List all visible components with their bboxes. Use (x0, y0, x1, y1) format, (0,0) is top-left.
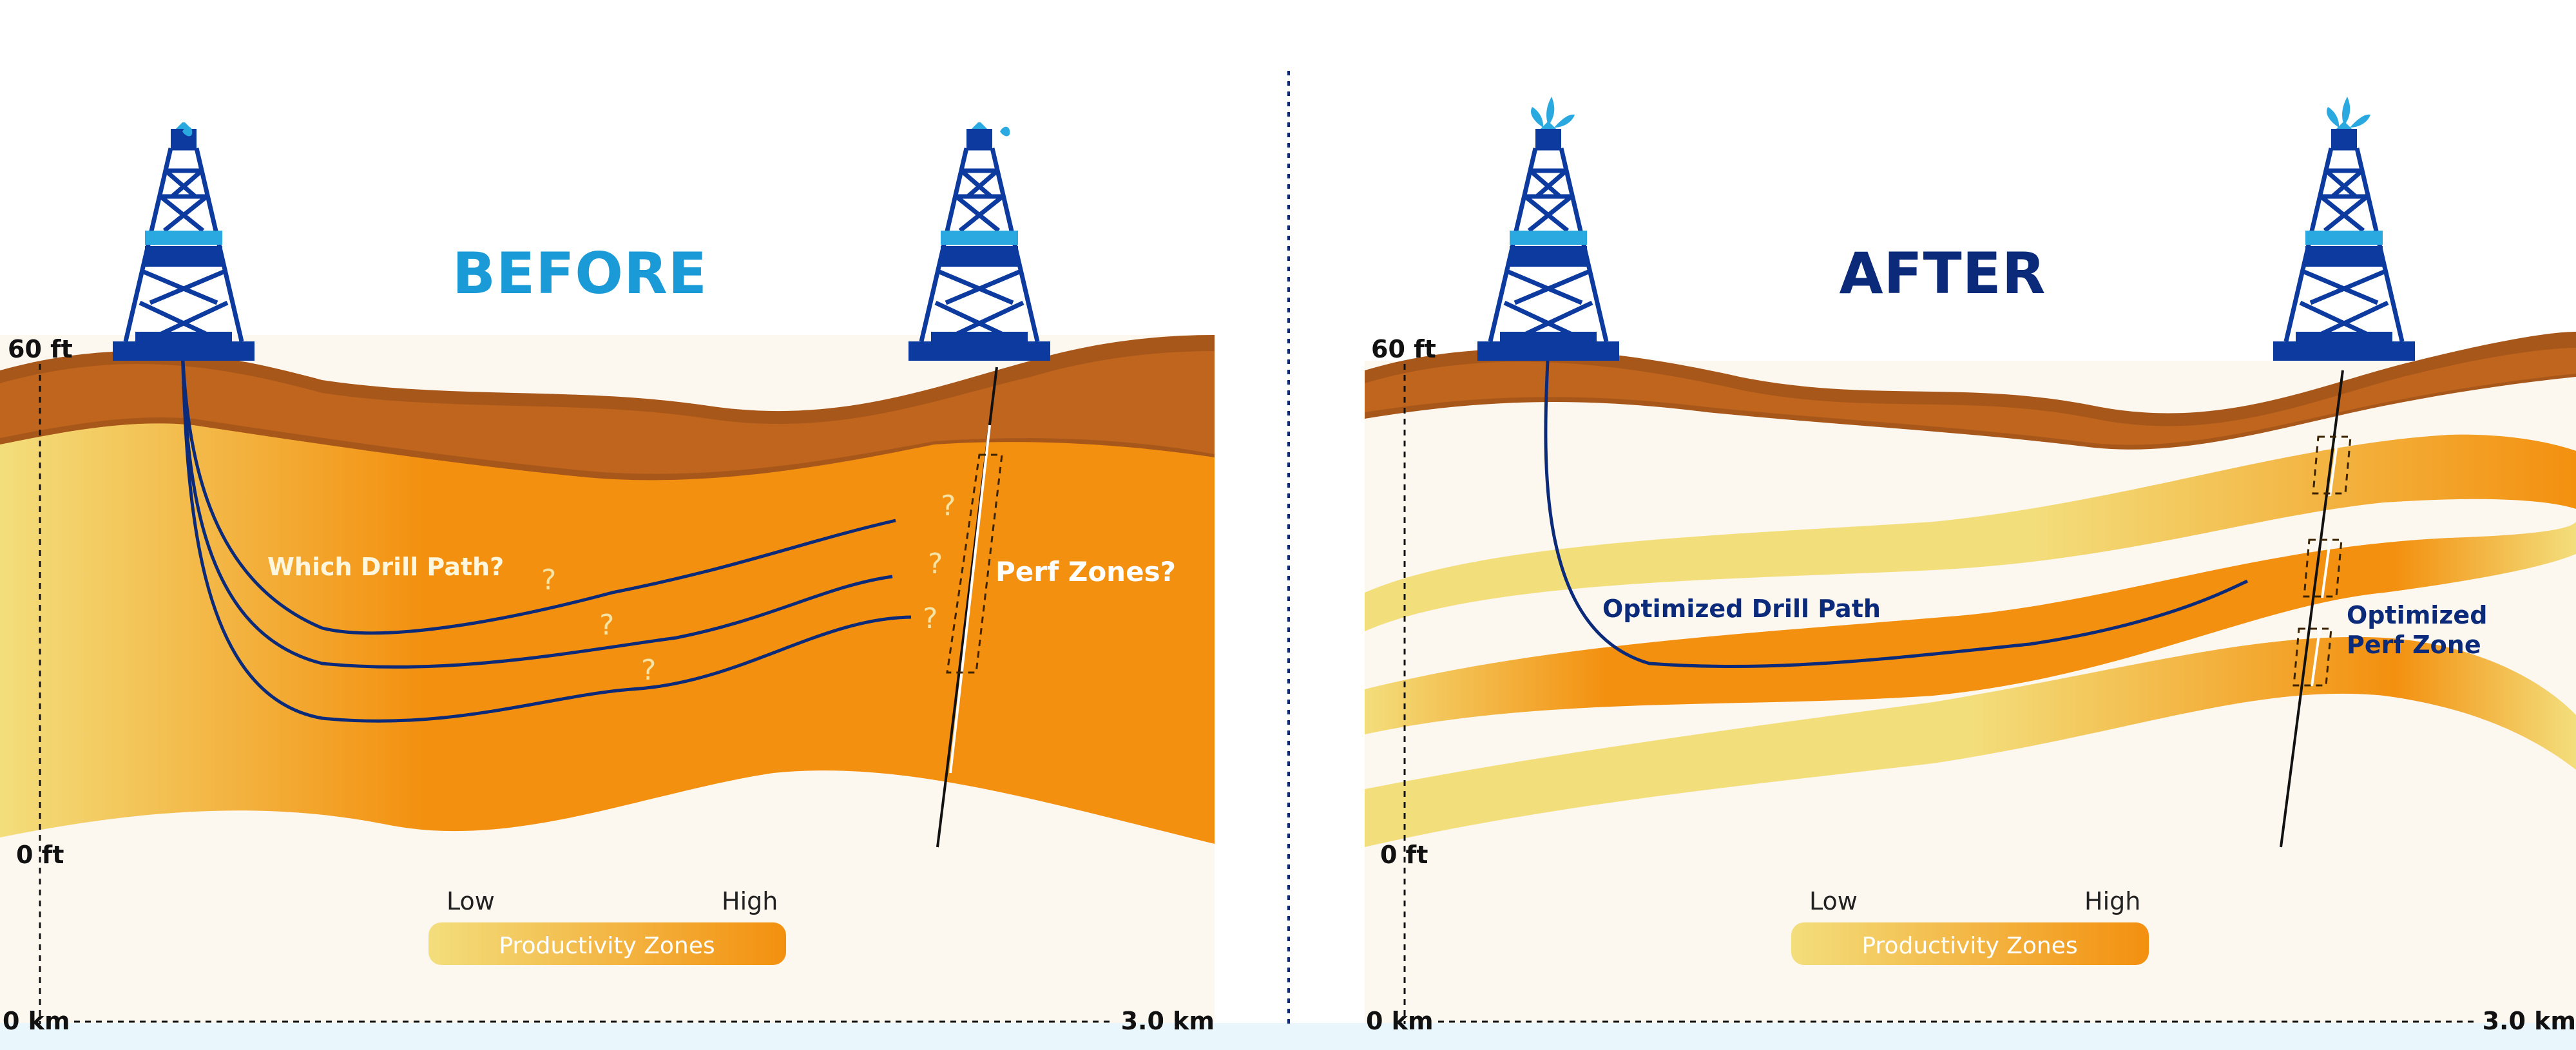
question-mark: ? (923, 602, 937, 635)
after-legend-bar (1791, 922, 2149, 965)
after-oil-splash-icon (2326, 97, 2370, 128)
after-depth-top: 60 ft (1371, 335, 1436, 363)
after-legend: Low High Productivity Zones (1791, 887, 2149, 965)
before-depth-top: 60 ft (8, 335, 73, 363)
after-rig-left-icon (1477, 121, 1619, 361)
optimized-perf-zone-label-line2: Perf Zone (2347, 631, 2481, 659)
after-legend-low: Low (1809, 887, 1858, 915)
before-rig-left-icon (113, 121, 255, 361)
before-legend: Low High Productivity Zones (428, 887, 786, 965)
productivity-band-lower (1365, 636, 2576, 847)
after-well-highlight (2329, 437, 2339, 497)
before-perf-zone-label: Perf Zones? (995, 556, 1176, 587)
bottom-strip (0, 1023, 2576, 1050)
after-legend-high: High (2084, 887, 2140, 915)
after-perf-zone-box-upper (2312, 435, 2352, 495)
after-oil-splash-icon (1530, 97, 1575, 128)
before-productivity-zone (0, 387, 1215, 844)
drill-path-2 (180, 347, 893, 669)
drill-path-3 (180, 347, 912, 723)
after-well-line (2280, 370, 2344, 848)
before-perf-zone-box (946, 453, 1003, 674)
after-perf-zone-box-lower (2292, 627, 2332, 687)
optimized-perf-zone-label-line1: Optimized (2347, 601, 2487, 629)
after-distance-end: 3.0 km (2483, 1007, 2576, 1035)
before-depth-bottom: 0 ft (16, 841, 64, 869)
after-legend-bar-label: Productivity Zones (1861, 933, 2077, 959)
before-legend-bar-label: Productivity Zones (499, 933, 715, 959)
drill-path-1 (180, 347, 896, 635)
optimized-drill-path (1544, 360, 2249, 669)
question-mark: ? (941, 490, 956, 522)
after-well-highlight (2321, 540, 2331, 598)
before-legend-low: Low (447, 887, 495, 915)
before-droplet-icon (182, 126, 193, 137)
after-rig-right-icon (2273, 121, 2415, 361)
productivity-band-upper (1365, 434, 2576, 631)
question-mark: ? (641, 654, 656, 687)
before-legend-bar (428, 922, 786, 965)
after-title: AFTER (1839, 240, 2046, 307)
before-topsoil (0, 351, 1215, 474)
before-well-perf-highlight (949, 425, 991, 774)
before-distance-end: 3.0 km (1121, 1007, 1215, 1035)
question-mark: ? (599, 609, 614, 642)
question-mark: ? (541, 564, 556, 597)
before-drill-paths (180, 347, 912, 723)
question-mark: ? (928, 548, 943, 580)
before-distance-start: 0 km (3, 1007, 70, 1035)
before-legend-high: High (722, 887, 778, 915)
after-topsoil (1365, 348, 2576, 445)
before-title: BEFORE (452, 240, 707, 307)
after-distance-start: 0 km (1366, 1007, 1434, 1035)
productivity-band-middle (1365, 522, 2576, 734)
before-panel: ? ? ? ? ? ? Which Drill Path? Perf Zones… (0, 121, 1215, 1023)
before-droplet-icon (1000, 126, 1010, 137)
before-drill-path-label: Which Drill Path? (267, 553, 504, 581)
after-depth-bottom: 0 ft (1380, 841, 1428, 869)
after-perf-zone-box-middle (2303, 539, 2343, 598)
optimized-drill-path-label: Optimized Drill Path (1602, 595, 1881, 623)
before-rig-right-icon (908, 121, 1050, 361)
after-well-highlight (2311, 629, 2321, 687)
after-panel: Optimized Drill Path Optimized Perf Zone (1365, 97, 2576, 1023)
